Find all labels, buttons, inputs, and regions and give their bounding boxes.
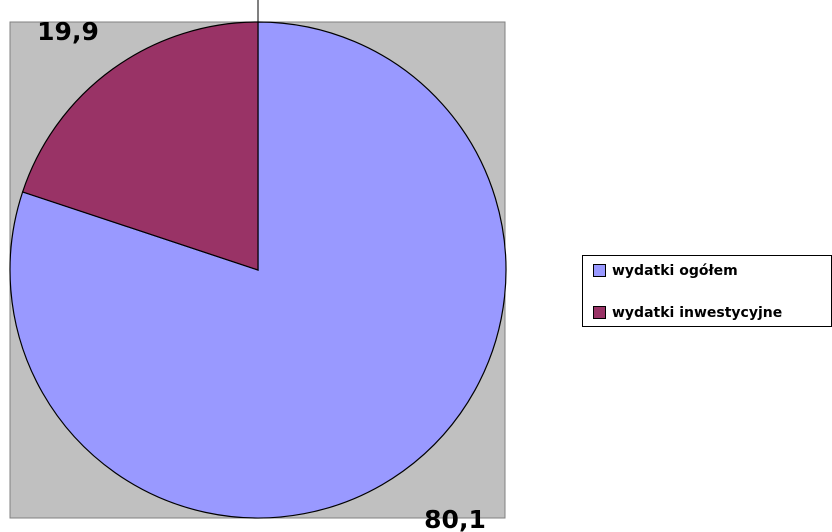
- legend-swatch: [593, 306, 606, 319]
- pie-slice: [21, 21, 259, 271]
- data-label: 19,9: [37, 17, 99, 46]
- legend: [582, 255, 832, 327]
- data-label: 80,1: [424, 505, 486, 532]
- legend-label: wydatki inwestycyjne: [612, 305, 782, 321]
- legend-swatch: [593, 264, 606, 277]
- legend-label: wydatki ogółem: [612, 263, 738, 279]
